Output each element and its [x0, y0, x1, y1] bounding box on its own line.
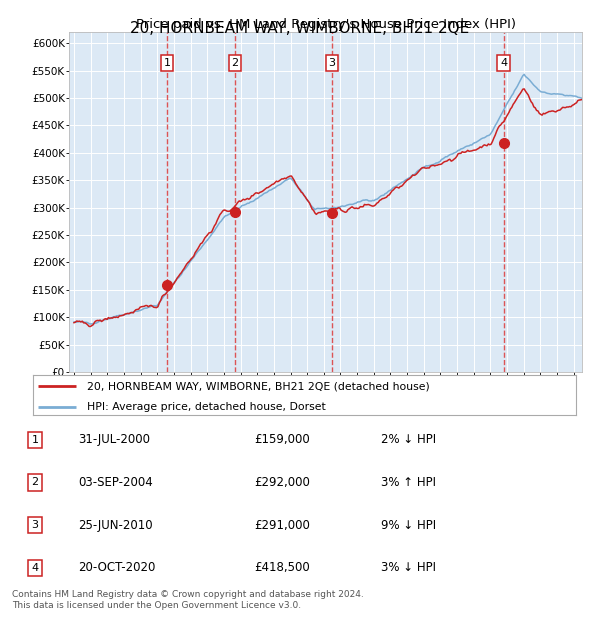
Text: 20-OCT-2020: 20-OCT-2020 — [78, 561, 155, 574]
Text: 3: 3 — [328, 58, 335, 68]
Text: 3% ↓ HPI: 3% ↓ HPI — [380, 561, 436, 574]
Text: 9% ↓ HPI: 9% ↓ HPI — [380, 518, 436, 531]
Text: 2: 2 — [232, 58, 239, 68]
Text: Contains HM Land Registry data © Crown copyright and database right 2024.
This d: Contains HM Land Registry data © Crown c… — [12, 590, 364, 609]
Text: 4: 4 — [500, 58, 507, 68]
Text: 3: 3 — [32, 520, 38, 530]
Text: 3% ↑ HPI: 3% ↑ HPI — [380, 476, 436, 489]
Text: £159,000: £159,000 — [254, 433, 310, 446]
Text: 2% ↓ HPI: 2% ↓ HPI — [380, 433, 436, 446]
Text: 03-SEP-2004: 03-SEP-2004 — [78, 476, 153, 489]
Text: £292,000: £292,000 — [254, 476, 310, 489]
Text: £418,500: £418,500 — [254, 561, 310, 574]
Text: HPI: Average price, detached house, Dorset: HPI: Average price, detached house, Dors… — [88, 402, 326, 412]
Text: 25-JUN-2010: 25-JUN-2010 — [78, 518, 153, 531]
Title: Price paid vs. HM Land Registry's House Price Index (HPI): Price paid vs. HM Land Registry's House … — [136, 18, 515, 31]
Text: 4: 4 — [31, 563, 38, 573]
Text: 1: 1 — [163, 58, 170, 68]
Text: £291,000: £291,000 — [254, 518, 310, 531]
Text: 1: 1 — [32, 435, 38, 445]
Text: 20, HORNBEAM WAY, WIMBORNE, BH21 2QE: 20, HORNBEAM WAY, WIMBORNE, BH21 2QE — [130, 21, 470, 36]
Text: 20, HORNBEAM WAY, WIMBORNE, BH21 2QE (detached house): 20, HORNBEAM WAY, WIMBORNE, BH21 2QE (de… — [88, 381, 430, 391]
Text: 31-JUL-2000: 31-JUL-2000 — [78, 433, 150, 446]
Text: 2: 2 — [31, 477, 38, 487]
